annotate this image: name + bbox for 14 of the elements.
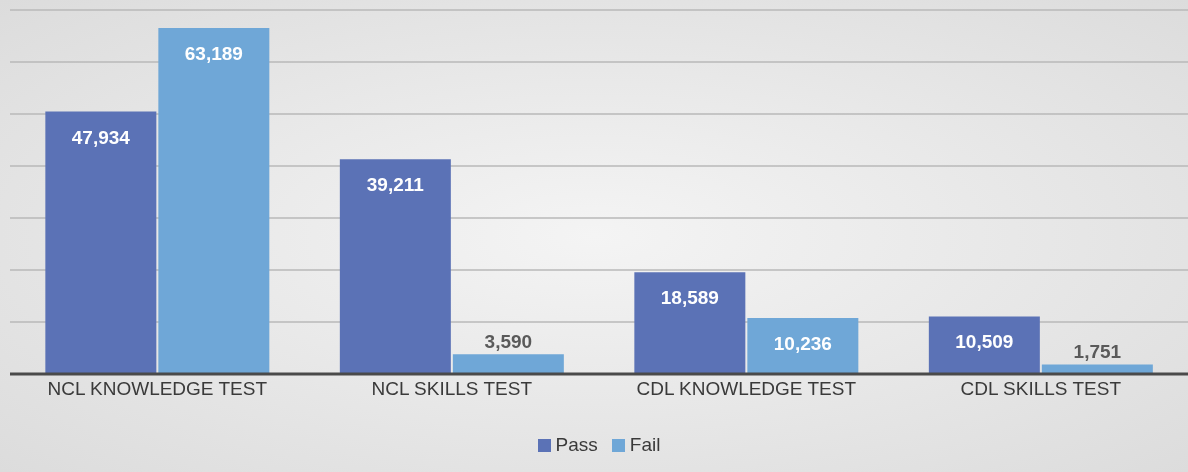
data-label: 3,590 [484,331,533,353]
x-tick-label: NCL SKILLS TEST [371,378,533,400]
data-label: 63,189 [184,43,243,65]
x-tick-label: NCL KNOWLEDGE TEST [47,378,268,400]
x-tick-label: CDL SKILLS TEST [960,378,1122,400]
data-label: 18,589 [660,287,719,309]
legend-label: Fail [629,434,661,456]
data-label: 47,934 [71,126,131,148]
data-label: 1,751 [1073,341,1122,363]
x-tick-label: CDL KNOWLEDGE TEST [636,378,857,400]
data-label: 10,236 [773,332,832,354]
data-label: 10,509 [955,331,1014,353]
legend-label: Pass [555,434,598,456]
data-label: 39,211 [366,174,425,196]
